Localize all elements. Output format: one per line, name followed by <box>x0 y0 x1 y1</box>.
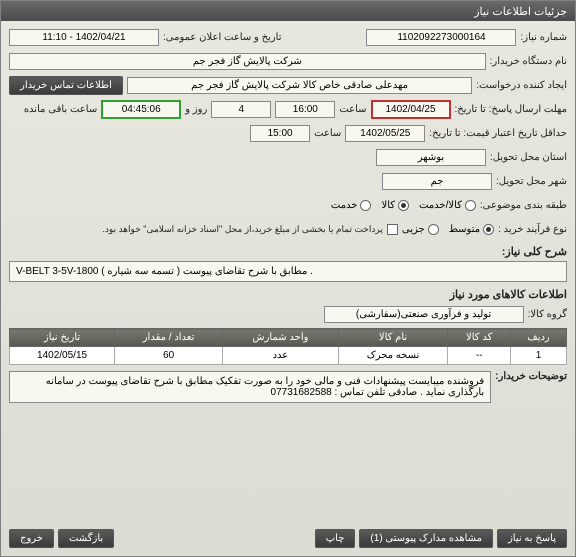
buy-type-radio-group: متوسط جزیی <box>402 224 494 235</box>
cat-radio-group: کالا/خدمت کالا خدمت <box>331 200 476 211</box>
items-header: اطلاعات کالاهای مورد نیاز <box>9 288 567 301</box>
content: شماره نیاز: 1102092273000164 تاریخ و ساع… <box>1 21 575 413</box>
pay-note: پرداخت تمام یا بخشی از مبلغ خرید،از محل … <box>102 224 382 235</box>
city-label: شهر محل تحویل: <box>496 176 567 187</box>
buy-radio-medium[interactable]: متوسط <box>449 224 494 235</box>
exit-button[interactable]: خروج <box>9 529 54 548</box>
group-field: تولید و فرآوری صنعتی(سفارشی) <box>324 306 524 323</box>
items-table: ردیف کد کالا نام کالا واحد شمارش تعداد /… <box>9 328 567 365</box>
back-button[interactable]: بازگشت <box>58 529 114 548</box>
requester-label: ایجاد کننده درخواست: <box>476 80 567 91</box>
summary-box: V-BELT 3-5V-1800 ( تسمه سه شیاره ) مطابق… <box>9 261 567 282</box>
window-title: جزئیات اطلاعات نیاز <box>474 5 567 18</box>
requester-field: مهدعلی صادقی خاص کالا شرکت پالایش گاز فج… <box>127 77 472 94</box>
table-header-row: ردیف کد کالا نام کالا واحد شمارش تعداد /… <box>10 329 567 347</box>
time-label-1: ساعت <box>339 104 366 115</box>
buyer-notes-box: فروشنده میبایست پیشنهادات فنی و مالی خود… <box>9 371 491 403</box>
attachments-button[interactable]: مشاهده مدارک پیوستی (1) <box>359 529 493 548</box>
buyer-label: نام دستگاه خریدار: <box>490 56 567 67</box>
cat-label: طبقه بندی موضوعی: <box>480 200 567 211</box>
buyer-notes-label: توضیحات خریدار: <box>495 371 567 382</box>
need-no-label: شماره نیاز: <box>520 32 567 43</box>
cat-radio-goods[interactable]: کالا <box>381 200 409 211</box>
window: جزئیات اطلاعات نیاز شماره نیاز: 11020922… <box>0 0 576 557</box>
public-date-label: تاریخ و ساعت اعلان عمومی: <box>163 32 282 43</box>
remaining-time-field: 04:45:06 <box>101 100 181 119</box>
col-code: کد کالا <box>448 329 511 347</box>
validity-date-field: 1402/05/25 <box>345 125 425 142</box>
table-row[interactable]: 1 -- نسخه محرک عدد 60 1402/05/15 <box>10 347 567 365</box>
contact-buyer-button[interactable]: اطلاعات تماس خریدار <box>9 76 123 95</box>
col-row: ردیف <box>511 329 567 347</box>
col-date: تاریخ نیاز <box>10 329 115 347</box>
validity-time-field: 15:00 <box>250 125 310 142</box>
prov-label: استان محل تحویل: <box>490 152 567 163</box>
prov-field: بوشهر <box>376 149 486 166</box>
titlebar: جزئیات اطلاعات نیاز <box>1 1 575 21</box>
col-qty: تعداد / مقدار <box>115 329 223 347</box>
reply-button[interactable]: پاسخ به نیاز <box>497 529 567 548</box>
public-date-field: 1402/04/21 - 11:10 <box>9 29 159 46</box>
city-field: جم <box>382 173 492 190</box>
days-field: 4 <box>211 101 271 118</box>
cat-radio-service[interactable]: خدمت <box>331 200 372 211</box>
treasury-checkbox[interactable] <box>387 224 398 235</box>
group-label: گروه کالا: <box>528 309 567 320</box>
print-button[interactable]: چاپ <box>315 529 356 548</box>
reply-time-field: 16:00 <box>275 101 335 118</box>
days-label: روز و <box>185 104 207 115</box>
time-label-2: ساعت <box>314 128 341 139</box>
footer-buttons: پاسخ به نیاز مشاهده مدارک پیوستی (1) چاپ… <box>9 529 567 548</box>
reply-deadline-label: مهلت ارسال پاسخ: تا تاریخ: <box>455 104 567 115</box>
summary-label: شرح کلی نیاز: <box>9 245 567 258</box>
need-no-field: 1102092273000164 <box>366 29 516 46</box>
cat-radio-goods-service[interactable]: کالا/خدمت <box>419 200 476 211</box>
remaining-label: ساعت باقی مانده <box>24 104 97 115</box>
col-unit: واحد شمارش <box>223 329 339 347</box>
buy-type-label: نوع فرآیند خرید : <box>498 224 567 235</box>
buyer-field: شرکت پالایش گاز فجر جم <box>9 53 486 70</box>
col-name: نام کالا <box>338 329 448 347</box>
validity-label: حداقل تاریخ اعتبار قیمت: تا تاریخ: <box>429 128 567 139</box>
reply-date-field: 1402/04/25 <box>371 100 451 119</box>
buy-radio-small[interactable]: جزیی <box>402 224 439 235</box>
